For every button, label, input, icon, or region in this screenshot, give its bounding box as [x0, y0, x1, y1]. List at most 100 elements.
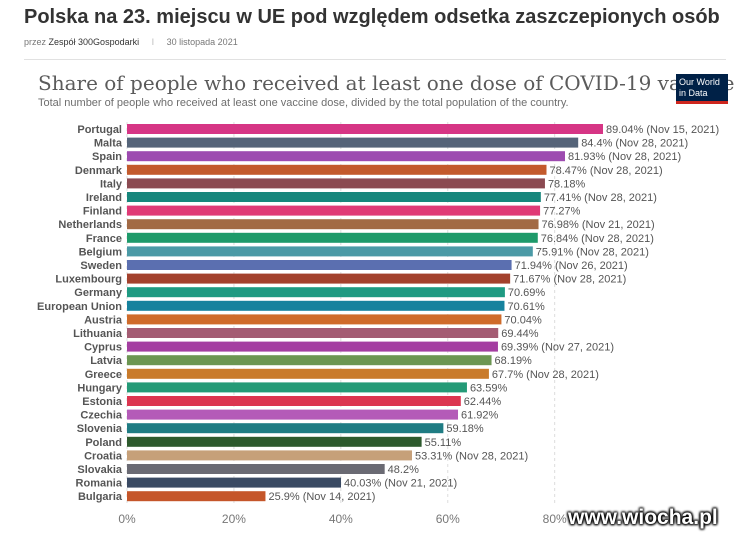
- value-label: 69.44%: [501, 328, 539, 340]
- bar: [127, 382, 467, 393]
- article-byline: przez Zespół 300Gospodarki I 30 listopad…: [24, 37, 238, 47]
- category-label: Czechia: [80, 410, 122, 422]
- value-label: 71.94% (Nov 26, 2021): [515, 260, 628, 272]
- category-label: Latvia: [90, 355, 123, 367]
- bar: [127, 409, 459, 420]
- x-tick-label: 20%: [222, 512, 246, 526]
- value-label: 71.67% (Nov 28, 2021): [513, 274, 626, 286]
- category-label: Sweden: [80, 260, 122, 272]
- owid-logo[interactable]: Our World in Data: [676, 74, 728, 104]
- value-label: 77.27%: [543, 206, 581, 218]
- category-label: Luxembourg: [55, 274, 122, 286]
- bar: [127, 273, 511, 284]
- bar: [127, 341, 498, 352]
- value-label: 25.9% (Nov 14, 2021): [268, 491, 375, 503]
- x-tick-label: 40%: [329, 512, 353, 526]
- category-label: Poland: [85, 437, 122, 449]
- bar: [127, 124, 603, 134]
- value-label: 68.19%: [495, 355, 533, 367]
- bar: [127, 368, 489, 379]
- value-label: 67.7% (Nov 28, 2021): [492, 369, 599, 381]
- value-label: 77.41% (Nov 28, 2021): [544, 192, 657, 204]
- value-label: 59.18%: [446, 423, 484, 435]
- bar: [127, 450, 412, 461]
- bar: [127, 491, 266, 502]
- category-label: Bulgaria: [78, 491, 123, 503]
- x-tick-label: 80%: [543, 512, 567, 526]
- category-label: Croatia: [84, 450, 123, 462]
- value-label: 70.61%: [507, 301, 545, 313]
- bar: [127, 287, 505, 298]
- value-label: 70.69%: [508, 287, 546, 299]
- category-label: Denmark: [75, 165, 123, 177]
- watermark: www.wiocha.pl: [568, 506, 718, 529]
- category-label: Portugal: [77, 124, 122, 136]
- bar: [127, 246, 533, 257]
- bar: [127, 137, 579, 148]
- bar: [127, 396, 461, 406]
- author-link[interactable]: Zespół 300Gospodarki: [48, 37, 140, 47]
- bar: [127, 464, 385, 474]
- value-label: 81.93% (Nov 28, 2021): [568, 151, 681, 163]
- bar: [127, 164, 547, 175]
- value-label: 76.84% (Nov 28, 2021): [541, 233, 654, 245]
- bar: [127, 205, 541, 216]
- category-label: Austria: [84, 314, 123, 326]
- bar: [127, 477, 341, 488]
- bar: [127, 192, 541, 202]
- bar: [127, 328, 499, 338]
- owid-logo-line1: Our World: [679, 77, 720, 87]
- category-label: Hungary: [77, 382, 123, 394]
- bar: [127, 314, 502, 325]
- category-label: European Union: [37, 301, 122, 313]
- category-label: Estonia: [82, 396, 123, 408]
- value-label: 63.59%: [470, 382, 508, 394]
- value-label: 75.91% (Nov 28, 2021): [536, 246, 649, 258]
- article-date: 30 listopada 2021: [166, 37, 238, 47]
- category-label: Cyprus: [84, 342, 122, 354]
- category-label: Ireland: [86, 192, 122, 204]
- category-label: Germany: [74, 287, 123, 299]
- chart-title: Share of people who received at least on…: [38, 71, 735, 95]
- category-label: Slovenia: [77, 423, 123, 435]
- bar: [127, 436, 422, 447]
- category-label: Malta: [94, 138, 123, 150]
- header-divider: [24, 59, 726, 60]
- category-label: Romania: [76, 478, 123, 490]
- value-label: 62.44%: [464, 396, 502, 408]
- bar: [127, 260, 512, 270]
- value-label: 78.47% (Nov 28, 2021): [549, 165, 662, 177]
- category-label: Belgium: [79, 246, 123, 258]
- chart-subtitle: Total number of people who received at l…: [38, 97, 569, 109]
- value-label: 55.11%: [425, 437, 462, 449]
- owid-logo-line2: in Data: [679, 88, 708, 98]
- x-tick-label: 0%: [118, 512, 136, 526]
- bar: [127, 219, 539, 230]
- byline-prefix: przez: [24, 37, 47, 47]
- value-label: 61.92%: [461, 410, 499, 422]
- category-label: Spain: [92, 151, 122, 163]
- article-title: Polska na 23. miejscu w UE pod względem …: [24, 6, 720, 28]
- value-label: 89.04% (Nov 15, 2021): [606, 124, 719, 136]
- value-label: 48.2%: [388, 464, 419, 476]
- bar: [127, 151, 565, 162]
- category-label: Netherlands: [58, 219, 122, 231]
- x-tick-label: 60%: [436, 512, 460, 526]
- category-label: Finland: [83, 206, 122, 218]
- category-label: Italy: [100, 178, 123, 190]
- value-label: 70.04%: [504, 314, 542, 326]
- value-label: 76.98% (Nov 21, 2021): [542, 219, 655, 231]
- value-label: 40.03% (Nov 21, 2021): [344, 478, 457, 490]
- category-label: Greece: [85, 369, 122, 381]
- bar: [127, 300, 505, 311]
- value-label: 53.31% (Nov 28, 2021): [415, 450, 528, 462]
- bar: [127, 355, 492, 366]
- category-label: Lithuania: [73, 328, 123, 340]
- byline-separator: I: [151, 37, 155, 47]
- bar: [127, 178, 545, 189]
- category-label: Slovakia: [77, 464, 123, 476]
- category-label: France: [86, 233, 122, 245]
- bar: [127, 232, 538, 243]
- value-label: 78.18%: [548, 178, 586, 190]
